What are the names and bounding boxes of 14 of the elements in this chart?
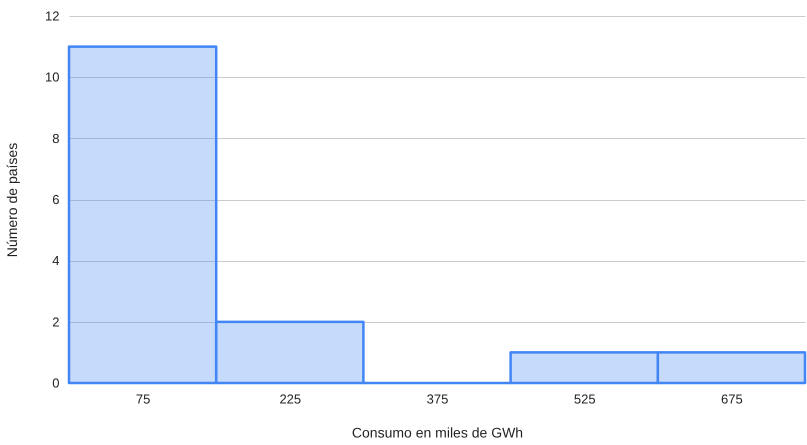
y-tick-label: 6 [52, 192, 60, 207]
x-tick-label: 225 [279, 392, 302, 406]
y-tick-label: 10 [45, 70, 60, 85]
y-tick-label: 12 [45, 8, 60, 24]
y-axis-title: Número de países [4, 142, 20, 258]
x-tick-label: 525 [574, 392, 596, 406]
x-axis-title: Consumo en miles de GWh [352, 424, 524, 440]
y-tick-label: 2 [52, 314, 60, 330]
x-tick-label: 675 [721, 392, 743, 406]
y-tick-label: 8 [52, 130, 60, 146]
x-tick-label: 375 [426, 392, 448, 406]
y-tick-label: 0 [52, 376, 60, 390]
x-tick-label: 75 [136, 392, 150, 406]
y-tick-label: 4 [52, 253, 60, 268]
